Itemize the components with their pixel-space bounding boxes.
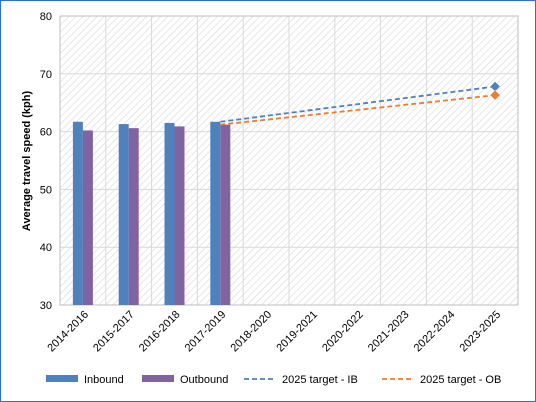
legend-swatch xyxy=(46,375,78,382)
y-tick-label: 80 xyxy=(40,11,52,23)
target-marker xyxy=(489,89,501,101)
bar-inbound xyxy=(210,121,221,305)
bar-inbound xyxy=(164,122,175,306)
x-tick-label: 2023-2025 xyxy=(458,309,504,355)
bars xyxy=(72,121,231,306)
y-axis-ticks: 30 40 50 60 70 80 xyxy=(40,11,52,312)
y-tick-label: 70 xyxy=(40,69,52,81)
target-line xyxy=(220,85,496,123)
legend-label: Outbound xyxy=(180,374,228,386)
x-tick-label: 2022-2024 xyxy=(412,309,458,355)
legend-label: Inbound xyxy=(84,374,124,386)
bar-inbound xyxy=(118,124,129,305)
legend-label: 2025 target - OB xyxy=(420,374,501,386)
plot-border xyxy=(59,15,519,306)
x-tick-label: 2020-2022 xyxy=(320,309,366,355)
y-tick-label: 60 xyxy=(40,127,52,139)
bar-outbound xyxy=(82,130,93,305)
x-tick-label: 2016-2018 xyxy=(137,309,183,355)
legend-swatch xyxy=(142,375,174,382)
legend: Inbound Outbound 2025 target - IB 2025 targ… xyxy=(46,374,501,386)
x-tick-label: 2021-2023 xyxy=(366,309,412,355)
bar-outbound xyxy=(174,126,185,305)
x-tick-label: 2017-2019 xyxy=(183,309,229,355)
y-axis-label: Average travel speed (kph) xyxy=(21,91,33,232)
y-tick-label: 40 xyxy=(40,242,52,254)
x-tick-label: 2014-2016 xyxy=(45,309,91,355)
y-tick-label: 50 xyxy=(40,184,52,196)
y-tick-label: 30 xyxy=(40,300,52,312)
x-tick-label: 2019-2021 xyxy=(274,309,320,355)
bar-outbound xyxy=(128,128,139,305)
legend-label: 2025 target - IB xyxy=(282,374,358,386)
target-lines xyxy=(220,81,501,126)
x-tick-label: 2015-2017 xyxy=(91,309,137,355)
bar-inbound xyxy=(72,121,83,305)
target-line xyxy=(220,94,496,126)
x-tick-label: 2018-2020 xyxy=(229,309,275,355)
x-axis-ticks: 2014-2016 2015-2017 2016-2018 2017-2019 2018… xyxy=(45,309,503,355)
bar-outbound xyxy=(220,124,231,305)
